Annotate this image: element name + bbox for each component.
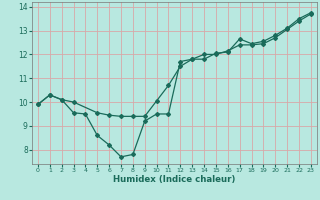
X-axis label: Humidex (Indice chaleur): Humidex (Indice chaleur)	[113, 175, 236, 184]
